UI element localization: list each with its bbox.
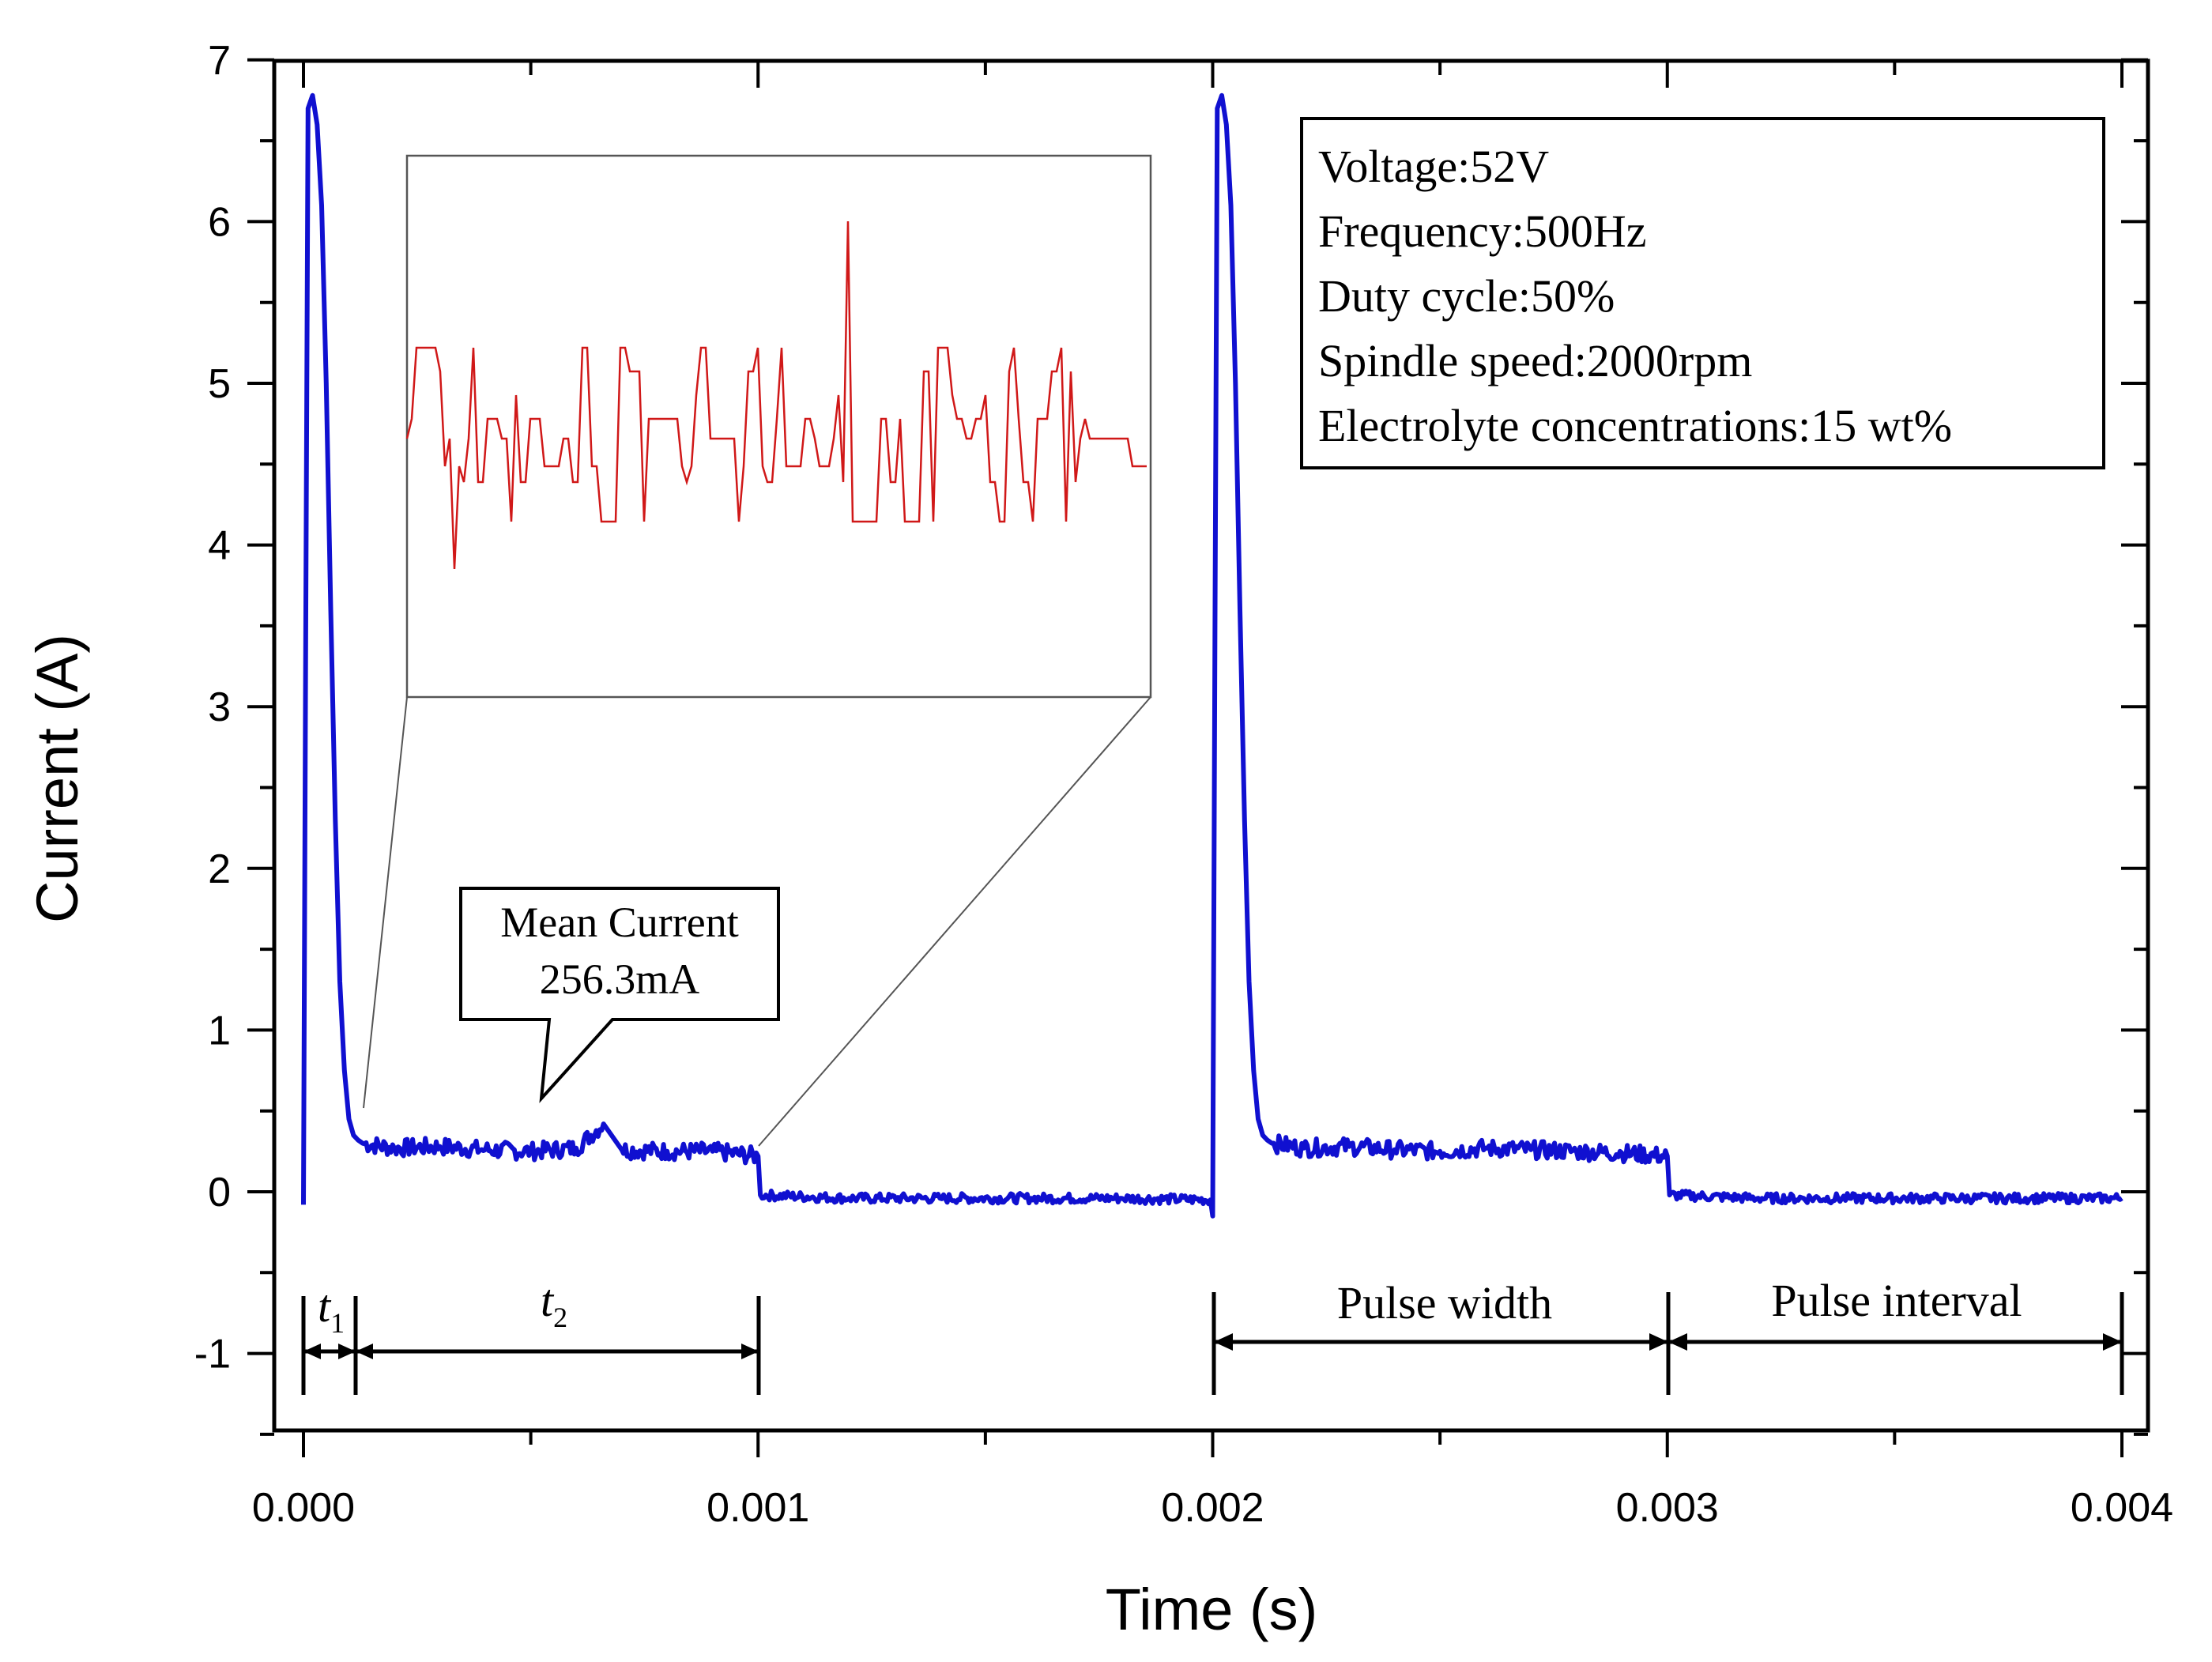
info-electrolyte: Electrolyte concentrations:15 wt% [1318,400,1952,451]
pulse-interval-label: Pulse interval [1771,1275,2022,1326]
zoom-connector-left [363,696,408,1109]
callout-line-2: 256.3mA [540,955,700,1003]
timing-annotations [301,1292,2124,1395]
y-axis-title: Current (A) [24,634,90,923]
t2-label: t2 [541,1275,567,1333]
t1-label: t1 [318,1280,345,1339]
pulse-width-label: Pulse width [1337,1277,1552,1328]
current-series-line [301,92,2123,1219]
x-tick-label: 0.004 [2071,1485,2173,1531]
y-tick-label: 4 [208,523,231,569]
callout-line-1: Mean Current [500,899,738,946]
x-tick-label: 0.000 [252,1485,355,1531]
info-spindle-speed: Spindle speed:2000rpm [1318,335,1752,386]
x-tick-label: 0.002 [1161,1485,1264,1531]
y-tick-label: -1 [194,1332,231,1377]
y-tick-label: 3 [208,684,231,730]
info-voltage: Voltage:52V [1318,141,1549,192]
inset-zoom-box [405,154,1152,699]
axis-ticks [247,58,2148,1457]
y-tick-label: 7 [208,38,231,84]
parameter-info-box: Voltage:52V Frequency:500Hz Duty cycle:5… [1300,117,2105,469]
x-axis-title: Time (s) [1106,1577,1318,1642]
x-tick-label: 0.003 [1616,1485,1719,1531]
inset-zoomed-noise-line [405,220,1147,570]
zoom-connector-right [758,696,1151,1147]
y-tick-label: 0 [208,1170,231,1215]
y-tick-label: 2 [208,846,231,892]
axis-tick-labels: -1 0 1 2 3 4 5 6 7 0.000 0.001 0.002 0.003 0.004 [194,38,2173,1531]
plot-frame [272,58,2150,1433]
y-tick-label: 6 [208,199,231,245]
y-tick-label: 1 [208,1008,231,1053]
y-tick-label: 5 [208,361,231,407]
arrow-heads [303,1333,2122,1359]
info-frequency: Frequency:500Hz [1318,205,1647,257]
info-duty-cycle: Duty cycle:50% [1318,270,1615,322]
mean-current-callout: Mean Current 256.3mA [459,887,780,1103]
x-tick-label: 0.001 [707,1485,809,1531]
